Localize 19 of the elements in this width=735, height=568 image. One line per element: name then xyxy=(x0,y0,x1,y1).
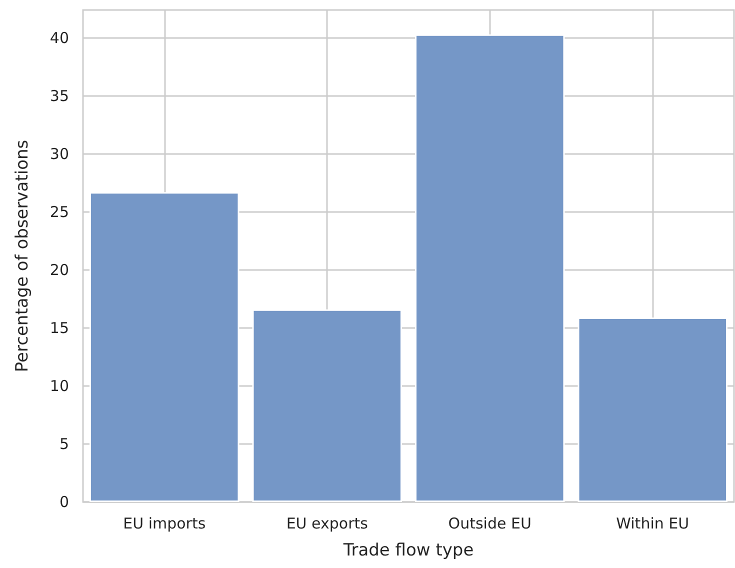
y-tick-label: 15 xyxy=(50,318,69,337)
y-tick-label: 40 xyxy=(50,28,69,47)
y-axis-title: Percentage of observations xyxy=(12,140,32,372)
bar xyxy=(90,192,240,502)
y-tick-label: 25 xyxy=(50,202,69,221)
x-tick-label: Outside EU xyxy=(448,514,532,532)
y-tick-label: 0 xyxy=(59,493,69,511)
x-tick-label: EU imports xyxy=(123,514,206,532)
y-tick-label: 5 xyxy=(59,434,69,453)
bar xyxy=(252,309,402,502)
y-tick-label: 10 xyxy=(50,376,69,395)
y-tick-label: 30 xyxy=(50,144,69,163)
x-tick-label: EU exports xyxy=(286,514,368,532)
y-tick-label: 35 xyxy=(50,86,69,105)
x-tick-label: Within EU xyxy=(616,514,690,532)
x-axis-title: Trade flow type xyxy=(342,540,474,560)
bar xyxy=(578,318,728,502)
bar xyxy=(415,34,565,502)
y-tick-label: 20 xyxy=(50,260,69,279)
